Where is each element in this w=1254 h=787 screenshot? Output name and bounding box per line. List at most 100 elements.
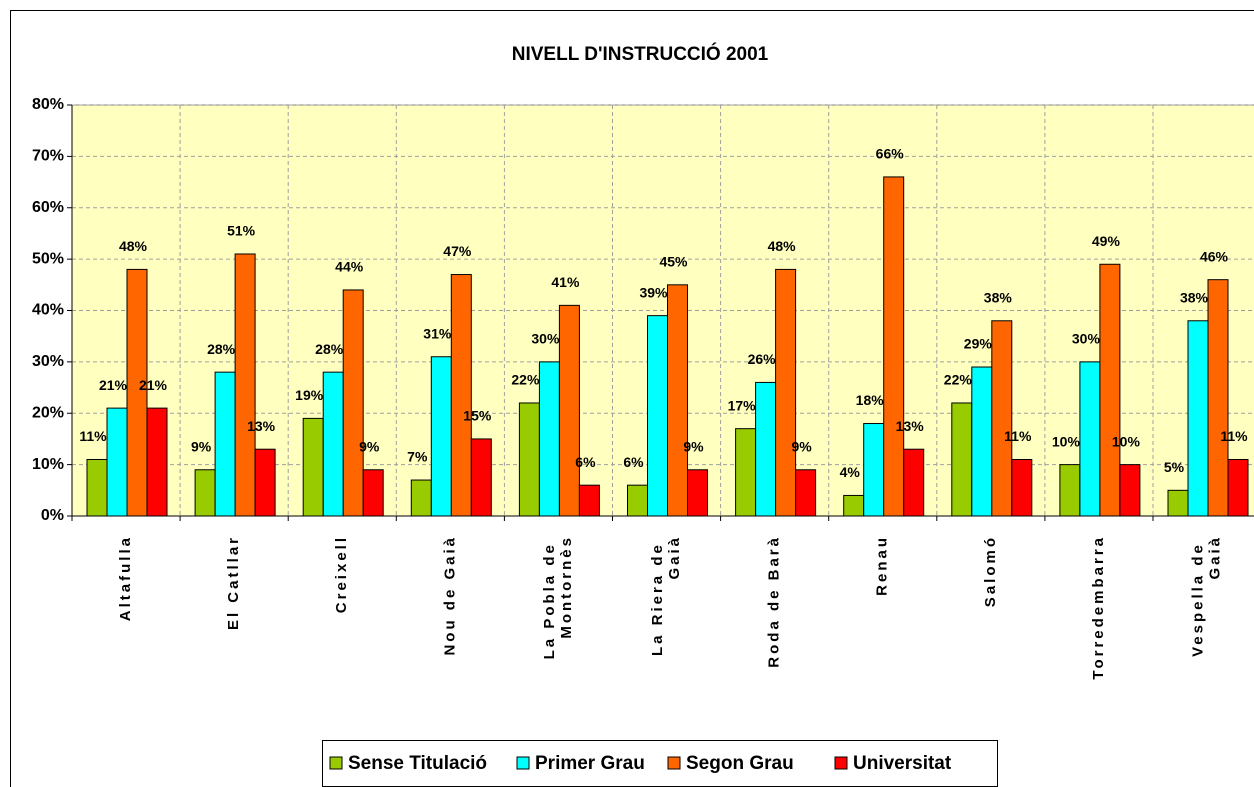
data-label: 9% (359, 438, 380, 454)
x-tick-label: Salomó (982, 535, 999, 607)
data-label: 22% (944, 372, 973, 388)
bar (903, 448, 925, 517)
data-label: 11% (1220, 428, 1248, 444)
y-tick-label: 50% (32, 250, 64, 267)
bar (302, 417, 324, 517)
bar (775, 268, 797, 517)
bar (578, 484, 600, 517)
bar (234, 253, 256, 517)
y-tick-label: 40% (32, 302, 64, 319)
data-label: 38% (984, 289, 1013, 305)
bar (627, 484, 648, 517)
chart-title: NIVELL D'INSTRUCCIÓ 2001 (512, 43, 769, 65)
data-label: 38% (1180, 289, 1209, 305)
bar (687, 469, 708, 517)
data-label: 46% (1200, 248, 1229, 264)
legend-swatch (667, 756, 681, 770)
bar (214, 371, 236, 517)
data-label: 28% (207, 341, 236, 357)
bar (647, 315, 668, 517)
legend-swatch (329, 756, 343, 770)
y-tick-label: 0% (41, 507, 64, 524)
bar (863, 423, 885, 517)
data-label: 9% (683, 438, 704, 454)
data-label: 5% (1164, 459, 1185, 475)
data-label: 22% (511, 372, 540, 388)
bar (430, 356, 452, 517)
x-tick-label: Altafulla (117, 535, 134, 621)
data-label: 45% (659, 254, 688, 270)
bar (991, 320, 1013, 517)
y-tick-label: 70% (32, 148, 64, 165)
legend-label: Segon Grau (686, 753, 794, 774)
legend-swatch (516, 756, 530, 770)
x-tick-label-line: La Pobla de (541, 535, 558, 659)
x-tick-label: Renau (874, 535, 891, 596)
data-label: 29% (964, 336, 993, 352)
bar (146, 407, 168, 517)
bar (883, 176, 905, 517)
legend-swatch (834, 756, 848, 770)
x-tick-label-line: Montornès (558, 535, 575, 639)
data-label: 21% (139, 377, 168, 393)
data-label: 17% (728, 397, 757, 413)
data-label: 48% (768, 238, 797, 254)
data-label: 49% (1092, 233, 1121, 249)
data-label: 11% (79, 428, 107, 444)
bar (1099, 263, 1121, 517)
data-label: 51% (227, 223, 256, 239)
data-label: 47% (443, 243, 472, 259)
data-label: 19% (295, 387, 324, 403)
x-tick-label: Nou de Gaià (441, 535, 458, 656)
bar (755, 381, 777, 517)
bar (106, 407, 128, 517)
x-tick-label: La Riera de Gaià (649, 535, 683, 656)
legend-label: Universitat (853, 753, 952, 774)
bar (322, 371, 344, 517)
x-tick-label-line: Gaià (666, 535, 683, 580)
data-label: 7% (407, 449, 428, 465)
x-tick-label: La Pobla de Montornès (541, 535, 575, 659)
data-label: 48% (119, 238, 148, 254)
data-label: 41% (551, 274, 580, 290)
data-label: 21% (99, 377, 128, 393)
bar (1079, 361, 1101, 517)
data-label: 30% (531, 331, 560, 347)
x-tick-label-line: La Riera de (649, 535, 666, 656)
bar (126, 268, 148, 517)
data-label: 44% (335, 259, 364, 275)
y-tick-label: 10% (32, 456, 64, 473)
bar (951, 402, 973, 517)
bar (1059, 464, 1081, 517)
data-label: 13% (247, 418, 276, 434)
data-label: 9% (191, 438, 212, 454)
bar (518, 402, 540, 517)
legend-label: Primer Grau (535, 753, 645, 774)
bar (362, 469, 384, 517)
bar (1011, 458, 1033, 517)
data-label: 26% (748, 351, 777, 367)
data-label: 6% (623, 454, 644, 470)
x-tick-label: Roda de Barà (766, 535, 783, 668)
data-label: 30% (1072, 331, 1101, 347)
data-label: 10% (1112, 433, 1141, 449)
data-label: 18% (856, 392, 885, 408)
bar (342, 289, 364, 517)
x-tick-label-line: Gaià (1207, 535, 1224, 580)
data-label: 13% (896, 418, 925, 434)
bar (735, 428, 757, 517)
y-tick-label: 20% (32, 404, 64, 421)
bar (86, 458, 108, 517)
bar (843, 494, 865, 517)
y-tick-label: 80% (32, 96, 64, 113)
y-tick-label: 60% (32, 199, 64, 216)
bar (1207, 279, 1229, 517)
y-tick-label: 30% (32, 353, 64, 370)
bar (410, 479, 432, 517)
bar (1167, 489, 1189, 517)
data-label: 10% (1052, 433, 1081, 449)
x-tick-label: Torredembarra (1090, 535, 1107, 680)
bar (971, 366, 993, 517)
data-label: 11% (1004, 428, 1032, 444)
